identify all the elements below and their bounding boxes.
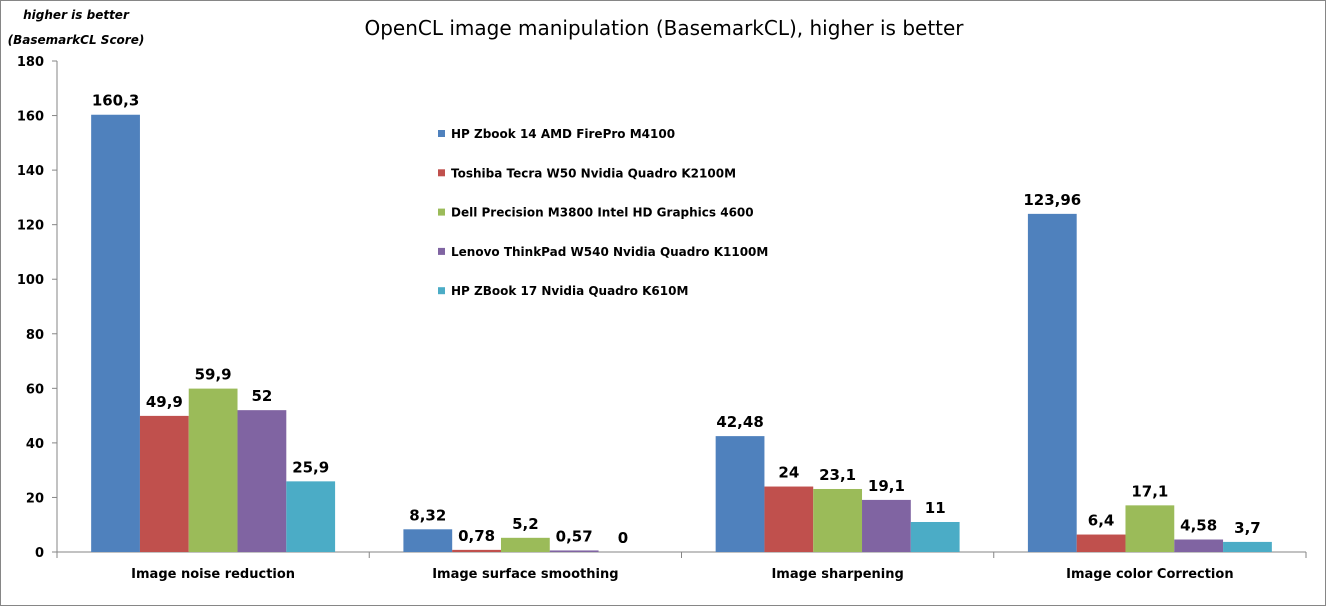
y-tick-label: 0 [35,546,44,561]
data-label: 5,2 [512,515,539,533]
legend-swatch [438,208,445,216]
legend-swatch [438,130,445,137]
bar [403,529,453,552]
data-label: 3,7 [1234,519,1261,537]
bar [286,481,336,552]
legend-label: Lenovo ThinkPad W540 Nvidia Quadro K1100… [451,245,768,259]
chart-title: OpenCL image manipulation (BasemarkCL), … [364,16,964,40]
data-label: 11 [925,499,946,517]
y-tick-label: 40 [26,437,44,452]
legend-label: HP ZBook 17 Nvidia Quadro K610M [451,284,688,298]
bar [452,549,501,552]
data-label: 19,1 [868,477,905,495]
bar [1076,534,1126,552]
y-tick-label: 100 [17,273,44,288]
axes: 0 20 40 60 80 100 120 140 160 180 Image noise redu… [17,55,1307,582]
y-tick-label: 180 [17,55,44,70]
data-label: 52 [251,387,272,405]
data-label: 23,1 [819,466,856,484]
legend-label: Dell Precision M3800 Intel HD Graphics 4… [451,206,754,220]
legend-label: Toshiba Tecra W50 Nvidia Quadro K2100M [451,166,736,180]
data-label: 160,3 [92,92,139,110]
data-label: 42,48 [716,413,763,431]
x-category-label: Image noise reduction [131,567,295,582]
bar [715,436,765,552]
data-label: 4,58 [1180,517,1217,535]
data-label: 0,78 [458,527,495,545]
data-label: 17,1 [1131,482,1168,500]
bar [91,114,140,553]
bar [139,415,189,552]
data-label: 8,32 [409,506,446,524]
bar [764,486,814,552]
x-category-label: Image surface smoothing [432,567,618,582]
data-label: 6,4 [1088,512,1115,530]
data-label: 0,57 [556,527,593,545]
data-label: 59,9 [195,366,232,384]
bar [1125,505,1175,552]
data-label: 123,96 [1023,191,1081,209]
x-category-label: Image color Correction [1066,567,1233,582]
bar [1174,539,1224,552]
data-label: 24 [778,464,799,482]
data-label: 0 [618,529,628,547]
y-tick-label: 140 [17,164,44,179]
y-tick-label: 80 [26,328,44,343]
bar [862,499,911,552]
bars-group: 160,3 8,32 42,48 123,96 49,9 0,78 24 6,4 59,9 5,2… [91,92,1272,553]
bar [813,488,863,552]
bar [910,521,960,552]
legend-swatch [438,247,445,255]
y-tick-label: 60 [26,382,44,397]
legend-label: HP Zbook 14 AMD FirePro M4100 [451,127,675,141]
y-tick-label: 20 [26,491,44,506]
bar [1027,213,1077,552]
data-label: 25,9 [292,458,329,476]
bar [1223,541,1272,552]
bar [237,410,287,552]
legend-swatch [438,169,445,177]
x-category-label: Image sharpening [771,567,903,582]
legend: HP Zbook 14 AMD FirePro M4100 Toshiba Tec… [438,127,768,298]
data-label: 49,9 [146,393,183,411]
y-tick-label: 120 [17,219,44,234]
bar [188,388,238,552]
y-axis-label-line1: higher is better [23,8,130,22]
y-axis-label-line2: (BasemarkCL Score) [8,33,145,47]
bar [500,537,550,552]
bar [549,550,599,552]
legend-swatch [438,287,445,295]
y-tick-label: 160 [17,110,44,125]
